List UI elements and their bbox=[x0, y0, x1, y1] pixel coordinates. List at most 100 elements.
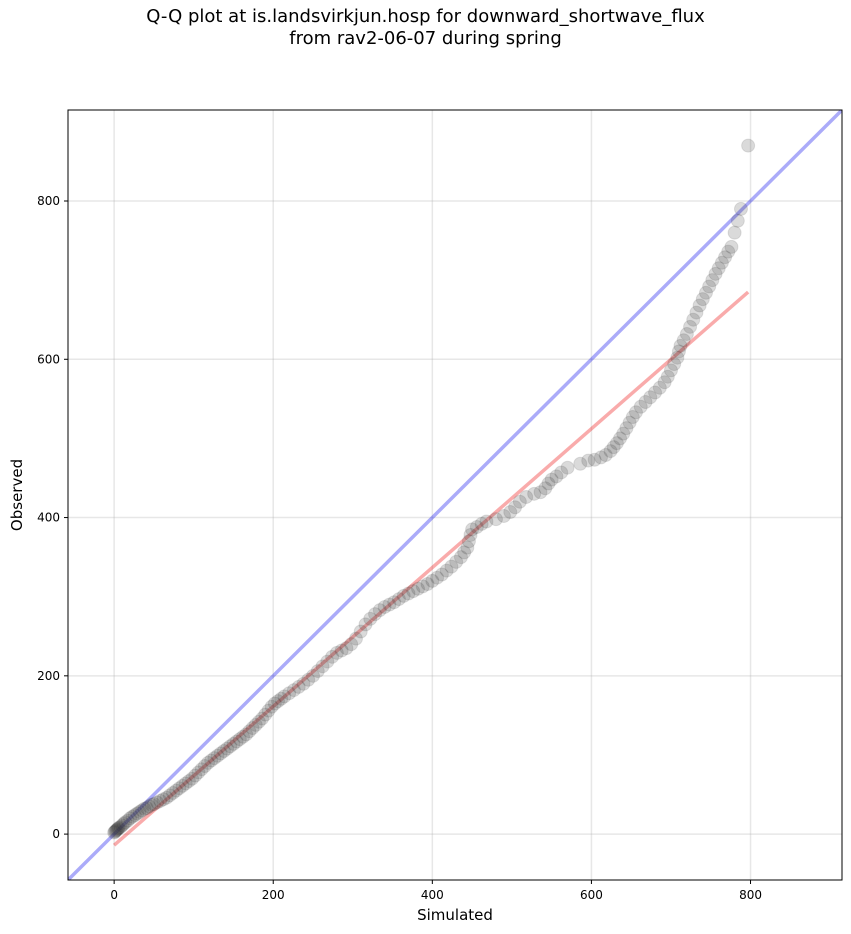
x-tick-label-1: 200 bbox=[262, 888, 285, 902]
data-point-143 bbox=[660, 369, 675, 384]
data-point-94 bbox=[425, 573, 440, 588]
y-tick-label-2: 400 bbox=[37, 511, 60, 525]
data-point-125 bbox=[587, 452, 602, 467]
data-point-139 bbox=[643, 390, 658, 405]
data-point-0 bbox=[107, 825, 122, 840]
data-point-124 bbox=[581, 453, 596, 468]
data-point-24 bbox=[153, 793, 168, 808]
data-point-22 bbox=[146, 797, 161, 812]
data-point-16 bbox=[132, 804, 147, 819]
data-point-75 bbox=[334, 643, 349, 658]
data-point-63 bbox=[277, 689, 292, 704]
data-point-54 bbox=[248, 717, 263, 732]
data-point-51 bbox=[239, 727, 254, 742]
data-point-147 bbox=[671, 344, 686, 359]
data-point-145 bbox=[667, 357, 682, 372]
data-point-131 bbox=[613, 431, 628, 446]
data-point-34 bbox=[185, 771, 200, 786]
data-point-87 bbox=[391, 592, 406, 607]
data-point-17 bbox=[134, 803, 149, 818]
data-point-122 bbox=[560, 460, 575, 475]
data-point-38 bbox=[197, 759, 212, 774]
data-point-142 bbox=[657, 375, 672, 390]
data-point-90 bbox=[406, 584, 421, 599]
chart-title-line-1: Q-Q plot at is.landsvirkjun.hosp for dow… bbox=[146, 6, 705, 27]
data-point-23 bbox=[150, 795, 165, 810]
data-point-98 bbox=[444, 559, 459, 574]
data-point-168 bbox=[741, 138, 756, 153]
data-point-123 bbox=[573, 456, 588, 471]
data-point-31 bbox=[175, 778, 190, 793]
points bbox=[107, 138, 756, 840]
data-point-81 bbox=[363, 611, 378, 626]
data-point-140 bbox=[648, 385, 663, 400]
data-point-21 bbox=[144, 797, 159, 812]
data-point-7 bbox=[113, 819, 128, 834]
data-point-58 bbox=[261, 703, 276, 718]
data-point-77 bbox=[344, 637, 359, 652]
data-point-96 bbox=[434, 567, 449, 582]
data-point-13 bbox=[125, 809, 140, 824]
data-point-64 bbox=[282, 686, 297, 701]
data-point-19 bbox=[139, 800, 154, 815]
data-point-9 bbox=[116, 816, 131, 831]
data-point-37 bbox=[194, 762, 209, 777]
data-point-52 bbox=[242, 724, 257, 739]
data-point-149 bbox=[676, 333, 691, 348]
data-point-155 bbox=[695, 292, 710, 307]
data-point-135 bbox=[625, 410, 640, 425]
data-point-99 bbox=[449, 554, 464, 569]
data-point-148 bbox=[673, 338, 688, 353]
data-point-128 bbox=[603, 444, 618, 459]
data-point-129 bbox=[606, 440, 621, 455]
data-point-112 bbox=[508, 500, 523, 515]
data-point-115 bbox=[527, 486, 542, 501]
data-point-35 bbox=[188, 768, 203, 783]
one-to-one-line bbox=[68, 110, 842, 880]
data-point-71 bbox=[315, 659, 330, 674]
chart-title-line-2: from rav2-06-07 during spring bbox=[289, 28, 562, 49]
data-point-10 bbox=[118, 815, 133, 830]
data-point-127 bbox=[598, 448, 613, 463]
data-point-166 bbox=[730, 213, 745, 228]
data-point-53 bbox=[245, 721, 260, 736]
data-point-130 bbox=[609, 436, 624, 451]
data-point-49 bbox=[232, 732, 247, 747]
data-point-119 bbox=[544, 472, 559, 487]
data-point-76 bbox=[339, 641, 354, 656]
plot-frame bbox=[67, 109, 843, 881]
data-point-97 bbox=[439, 563, 454, 578]
data-point-92 bbox=[415, 579, 430, 594]
data-point-114 bbox=[519, 489, 534, 504]
data-point-93 bbox=[420, 577, 435, 592]
data-point-126 bbox=[593, 450, 608, 465]
data-point-72 bbox=[320, 654, 335, 669]
data-point-3 bbox=[109, 823, 124, 838]
data-point-69 bbox=[306, 668, 321, 683]
data-point-50 bbox=[236, 729, 251, 744]
data-point-83 bbox=[372, 603, 387, 618]
data-point-66 bbox=[291, 679, 306, 694]
data-point-26 bbox=[159, 790, 174, 805]
data-point-118 bbox=[541, 476, 556, 491]
data-point-6 bbox=[111, 820, 126, 835]
data-point-116 bbox=[533, 485, 548, 500]
data-point-106 bbox=[469, 520, 484, 535]
data-point-70 bbox=[310, 664, 325, 679]
data-point-46 bbox=[223, 739, 238, 754]
data-point-65 bbox=[286, 683, 301, 698]
data-point-59 bbox=[264, 699, 279, 714]
y-tick-label-3: 600 bbox=[37, 352, 60, 366]
data-point-167 bbox=[733, 201, 748, 216]
data-point-5 bbox=[111, 821, 126, 836]
data-point-156 bbox=[698, 285, 713, 300]
data-point-137 bbox=[633, 399, 648, 414]
data-point-85 bbox=[382, 597, 397, 612]
grid bbox=[68, 110, 842, 880]
data-point-78 bbox=[348, 631, 363, 646]
data-point-108 bbox=[479, 514, 494, 529]
data-point-104 bbox=[463, 527, 478, 542]
data-point-133 bbox=[619, 421, 634, 436]
data-point-84 bbox=[377, 599, 392, 614]
data-point-18 bbox=[137, 801, 152, 816]
